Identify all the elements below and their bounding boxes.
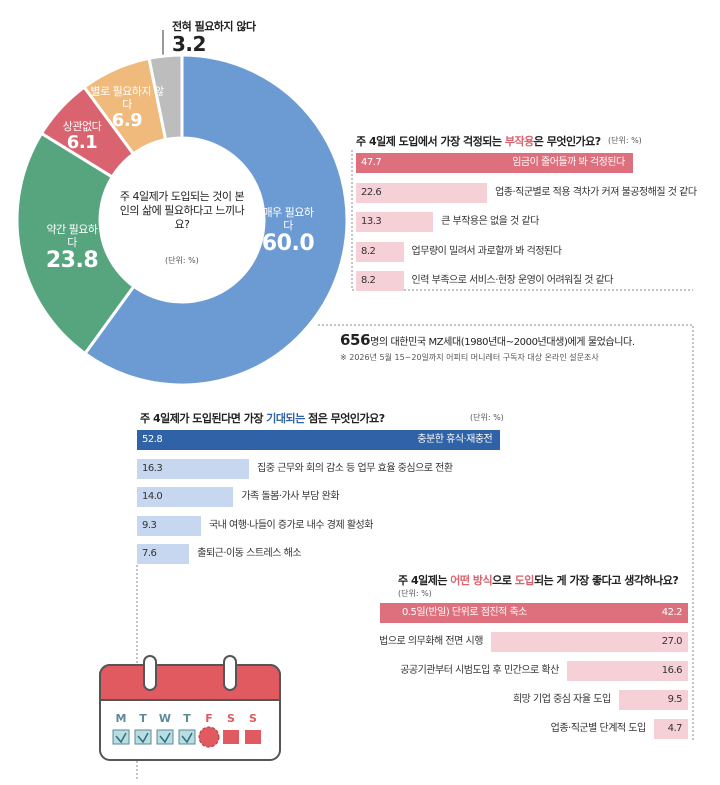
bar-category: 가족 돌봄·가사 부담 완화 (241, 491, 340, 502)
pie-value: 6.1 (66, 132, 98, 153)
chart-unit: (단위: %) (608, 136, 642, 145)
bar (653, 719, 688, 739)
bar (356, 182, 488, 203)
pie-label: 매우 필요하다 60.0 (258, 206, 318, 256)
calendar-day: T (183, 712, 191, 725)
bar-category: 업종·직군별로 적용 격차가 커져 불공정해질 것 같다 (495, 186, 697, 198)
bar-category: 출퇴근·이동 스트레스 해소 (197, 548, 302, 559)
chart-title: 주 4일제가 도입된다면 가장 기대되는 점은 무엇인가요? (140, 412, 385, 425)
frame (318, 324, 694, 742)
pie-label: 상관없다 6.1 (52, 120, 112, 153)
chart-title: 주 4일제는 어떤 방식으로 도입되는 게 가장 좋다고 생각하나요? (398, 574, 679, 587)
bar (379, 603, 688, 623)
chart-unit: (단위: %) (398, 589, 432, 598)
bar-category: 업종·직군별 단계적 도입 (550, 723, 647, 734)
bar-category: 국내 여행·나들이 증가로 내수 경제 활성화 (208, 519, 373, 531)
respondents: 656 (340, 331, 371, 349)
pie-value: 60.0 (261, 231, 315, 256)
bar-category: 공공기관부터 시범도입 후 민간으로 확산 (400, 665, 559, 676)
bar-value: 13.3 (361, 216, 382, 227)
survey-info: 656명의 대한민국 MZ세대(1980년대~2000년대생)에게 물었습니다. (340, 331, 635, 349)
pie-category: 전혀 필요하지 않다 (172, 20, 256, 33)
pie-value: 3.2 (172, 32, 206, 56)
check (159, 732, 171, 744)
bar-value: 52.8 (142, 434, 163, 445)
respondents-text: 명의 대한민국 MZ세대(1980년대~2000년대생)에게 물었습니다. (370, 337, 635, 348)
pie-label: 약간 필요하다 23.8 (42, 223, 102, 273)
bar (356, 241, 404, 262)
pie-slice (82, 53, 349, 387)
bar-value: 16.6 (661, 665, 683, 676)
check (115, 732, 127, 744)
calendar-day: S (249, 712, 257, 725)
calendar-day: T (139, 712, 147, 725)
bar (356, 271, 404, 291)
bar-value: 22.6 (361, 186, 382, 198)
bar (490, 632, 688, 652)
bar-category: 집중 근무와 회의 감소 등 업무 효율 중심으로 전환 (257, 462, 453, 474)
bar-value: 42.2 (661, 607, 683, 618)
bar (137, 487, 234, 507)
bar-category: 희망 기업 중심 자율 도입 (512, 694, 611, 705)
pie-category: 매우 필요하다 (262, 206, 314, 232)
bar-value: 7.6 (142, 548, 157, 559)
pie-category: 별로 필요하지 않다 (90, 85, 164, 111)
pie-value: 23.8 (45, 248, 99, 273)
calendar-day: S (227, 712, 235, 725)
bar (137, 544, 190, 564)
bar-value: 16.3 (142, 462, 163, 474)
calendar-day: W (159, 712, 171, 725)
pie-label: 별로 필요하지 않다 6.9 (87, 85, 167, 131)
pie-slice (147, 53, 184, 142)
bar-value: 47.7 (361, 157, 382, 168)
bar (618, 690, 688, 710)
bar-category: 법으로 의무화해 전면 시행 (379, 636, 483, 647)
bar-category: 0.5일(반일) 단위로 점진적 축소 (401, 607, 527, 618)
bar-value: 8.2 (361, 245, 376, 257)
pie-label: 전혀 필요하지 않다 3.2 (172, 20, 282, 55)
pie-category: 상관없다 (62, 120, 102, 133)
check (137, 732, 149, 744)
bar (137, 458, 250, 479)
bar-category: 인력 부족으로 서비스·현장 운영이 어려워질 것 같다 (411, 275, 614, 286)
bar (137, 515, 201, 536)
pie-slice (15, 131, 136, 356)
pie-unit: (단위: %) (165, 256, 199, 265)
checkbox (245, 730, 261, 744)
bar-value: 4.7 (667, 723, 683, 734)
bar-category: 충분한 휴식·재충전 (417, 434, 493, 445)
chart-title: 주 4일제 도입에서 가장 걱정되는 부작용은 무엇인가요? (356, 135, 601, 148)
bar-value: 27.0 (661, 636, 683, 647)
calendar-day: M (116, 712, 127, 725)
bar (356, 153, 633, 173)
bar (566, 661, 688, 681)
check (181, 732, 193, 744)
bar-value: 9.5 (667, 694, 683, 705)
bar (137, 430, 501, 450)
bar-category: 큰 부작용은 없을 것 같다 (441, 216, 539, 227)
bar-value: 8.2 (361, 275, 376, 286)
frame (351, 150, 693, 291)
bar-category: 임금이 줄어들까 봐 걱정된다 (512, 157, 625, 168)
bar (356, 212, 434, 232)
checkbox (223, 730, 239, 744)
bar-category: 업무량이 밀려서 과로할까 봐 걱정된다 (411, 245, 562, 257)
bar-value: 9.3 (142, 519, 157, 531)
survey-note: ※ 2026년 5월 15~20일까지 어피티 머니레터 구독자 대상 온라인 … (340, 353, 599, 362)
bar-value: 14.0 (142, 491, 163, 502)
scribble (198, 726, 220, 748)
pie-category: 약간 필요하다 (46, 223, 98, 249)
chart-unit: (단위: %) (470, 413, 504, 422)
calendar-day: F (205, 712, 213, 725)
pie-title: 주 4일제가 도입되는 것이 본인의 삶에 필요하다고 느끼나요? (119, 190, 245, 231)
pie-value: 6.9 (111, 110, 143, 131)
